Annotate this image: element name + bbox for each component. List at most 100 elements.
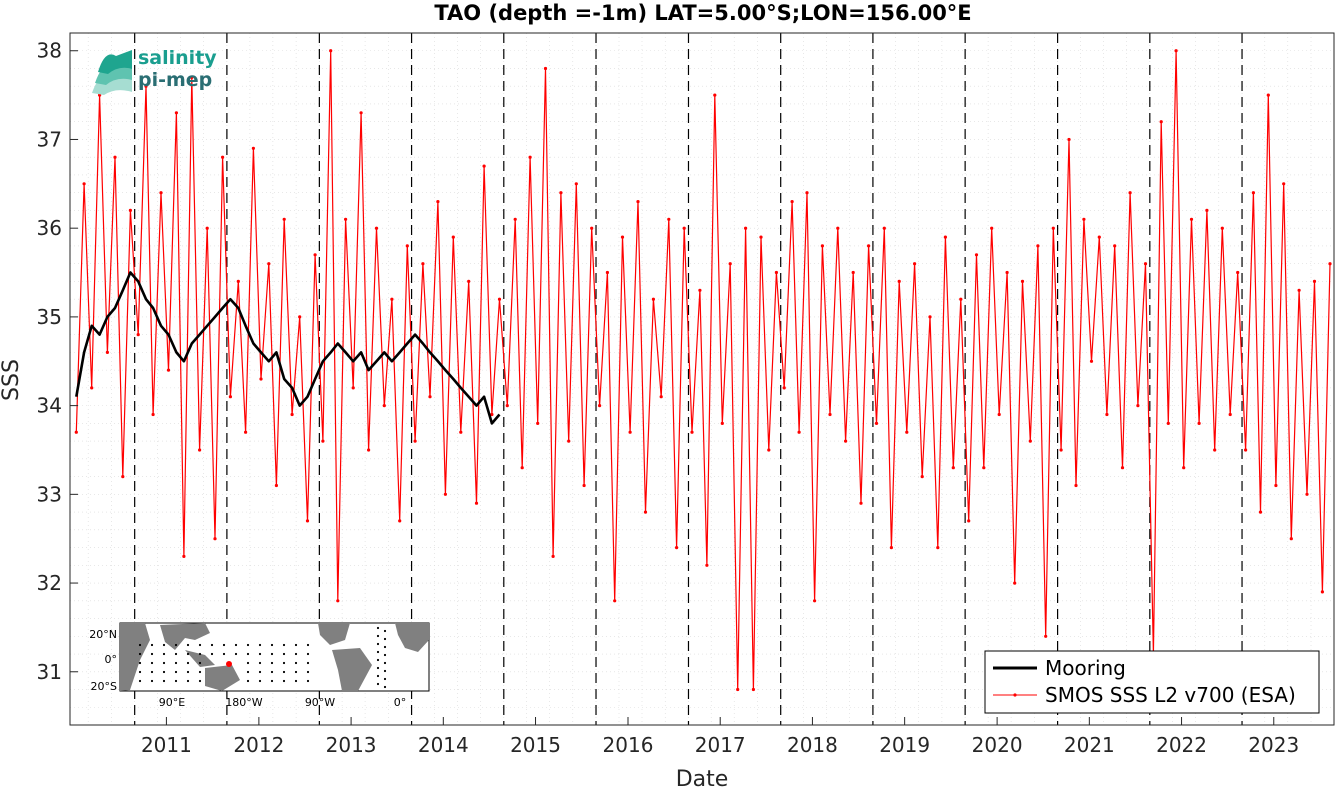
x-axis-label: Date <box>676 767 729 790</box>
inset-buoy-dot <box>294 643 298 647</box>
x-tick-label: 2022 <box>1156 733 1207 757</box>
data-point-smos <box>274 483 278 488</box>
inset-buoy-dot <box>383 645 387 649</box>
data-point-smos <box>690 430 694 434</box>
inset-lon-label: 180°W <box>225 696 262 709</box>
data-point-smos <box>1289 537 1293 541</box>
data-point-smos <box>705 563 709 567</box>
inset-buoy-dot <box>174 661 178 665</box>
inset-buoy-dot <box>383 653 387 657</box>
data-point-smos <box>436 200 440 204</box>
inset-buoy-dot <box>376 674 380 678</box>
data-point-smos <box>1120 466 1125 470</box>
station-location-marker <box>226 661 232 667</box>
data-point-smos <box>859 501 863 505</box>
inset-buoy-dot <box>246 643 250 647</box>
inset-buoy-dot <box>306 679 310 683</box>
data-point-smos <box>497 297 502 301</box>
inset-buoy-dot <box>210 652 214 656</box>
y-tick-label: 37 <box>37 127 62 151</box>
inset-land <box>120 623 429 691</box>
data-point-smos <box>675 546 679 550</box>
inset-buoy-dot <box>306 670 310 674</box>
inset-buoy-dot <box>376 634 380 638</box>
inset-buoy-dot <box>246 652 250 656</box>
data-point-smos <box>951 466 955 470</box>
inset-buoy-dot <box>376 642 380 646</box>
inset-buoy-dot <box>258 679 262 683</box>
data-point-smos <box>128 208 132 212</box>
data-point-smos <box>605 270 610 275</box>
data-point-smos <box>659 395 663 399</box>
inset-buoy-dot <box>282 679 286 683</box>
data-point-smos <box>482 164 486 168</box>
inset-buoy-dot <box>282 661 286 665</box>
inset-buoy-dot <box>270 670 274 674</box>
data-point-smos <box>259 377 263 381</box>
data-point-smos <box>813 599 817 603</box>
data-point-smos <box>1005 270 1009 275</box>
data-point-smos <box>1082 217 1086 221</box>
inset-lat-label: 20°S <box>91 680 117 693</box>
inset-buoy-dot <box>383 685 387 689</box>
data-point-smos <box>620 235 625 239</box>
inset-buoy-dot <box>162 652 166 656</box>
inset-buoy-dot <box>186 652 190 656</box>
data-point-smos <box>1312 279 1317 283</box>
inset-buoy-dot <box>282 643 286 647</box>
inset-buoy-dot <box>150 661 154 665</box>
data-point-smos <box>313 253 317 257</box>
inset-buoy-dot <box>376 658 380 662</box>
inset-map: 20°N 0° 20°S 90°E 180°W 90°W 0° <box>89 622 430 709</box>
x-tick-label: 2012 <box>233 733 284 757</box>
x-tick-label: 2018 <box>787 733 838 757</box>
data-point-smos <box>567 439 571 443</box>
y-tick-label: 36 <box>37 216 62 240</box>
data-point-smos <box>374 226 379 230</box>
data-point-smos <box>836 226 840 230</box>
inset-buoy-dot <box>306 643 310 647</box>
inset-buoy-dot <box>294 661 298 665</box>
data-point-smos <box>244 430 248 434</box>
inset-buoy-dot <box>162 670 166 674</box>
data-point-smos <box>1305 492 1309 496</box>
y-tick-label: 34 <box>37 394 62 418</box>
data-point-smos <box>997 412 1001 417</box>
data-point-smos <box>844 439 848 443</box>
data-point-smos <box>582 483 586 488</box>
data-point-smos <box>405 244 409 248</box>
data-point-smos <box>159 191 163 195</box>
inset-lon-label: 0° <box>394 696 407 709</box>
data-point-smos <box>590 226 594 230</box>
inset-buoy-dot <box>376 626 380 630</box>
x-axis: 2011 2012 2013 2014 2015 2016 2017 2018 2019 2020… <box>141 717 1299 757</box>
data-point-smos <box>305 519 310 523</box>
data-point-smos <box>1282 182 1286 186</box>
data-point-smos <box>390 297 394 301</box>
series-line-mooring <box>75 271 501 425</box>
data-point-smos <box>1143 262 1148 266</box>
data-point-smos <box>282 217 286 221</box>
data-point-smos <box>667 217 671 221</box>
data-point-smos <box>551 554 555 559</box>
data-point-smos <box>1274 483 1278 488</box>
x-tick-label: 2015 <box>510 733 561 757</box>
data-point-smos <box>198 448 202 452</box>
data-point-smos <box>920 475 924 479</box>
logo-text-salinity: salinity <box>138 47 217 69</box>
data-point-smos <box>1028 439 1032 443</box>
data-point-smos <box>651 297 656 301</box>
inset-buoy-dot <box>222 643 226 647</box>
data-point-smos <box>897 279 901 283</box>
data-point-smos <box>782 386 786 390</box>
inset-buoy-dot <box>376 666 380 670</box>
inset-buoy-dot <box>383 669 387 673</box>
data-point-smos <box>1197 421 1201 425</box>
wave-logo-icon <box>92 50 132 95</box>
x-tick-label: 2020 <box>972 733 1023 757</box>
data-point-smos <box>451 235 455 239</box>
inset-buoy-dot <box>186 679 190 683</box>
inset-buoy-dot <box>246 670 250 674</box>
x-tick-label: 2013 <box>326 733 377 757</box>
data-point-smos <box>136 333 140 337</box>
